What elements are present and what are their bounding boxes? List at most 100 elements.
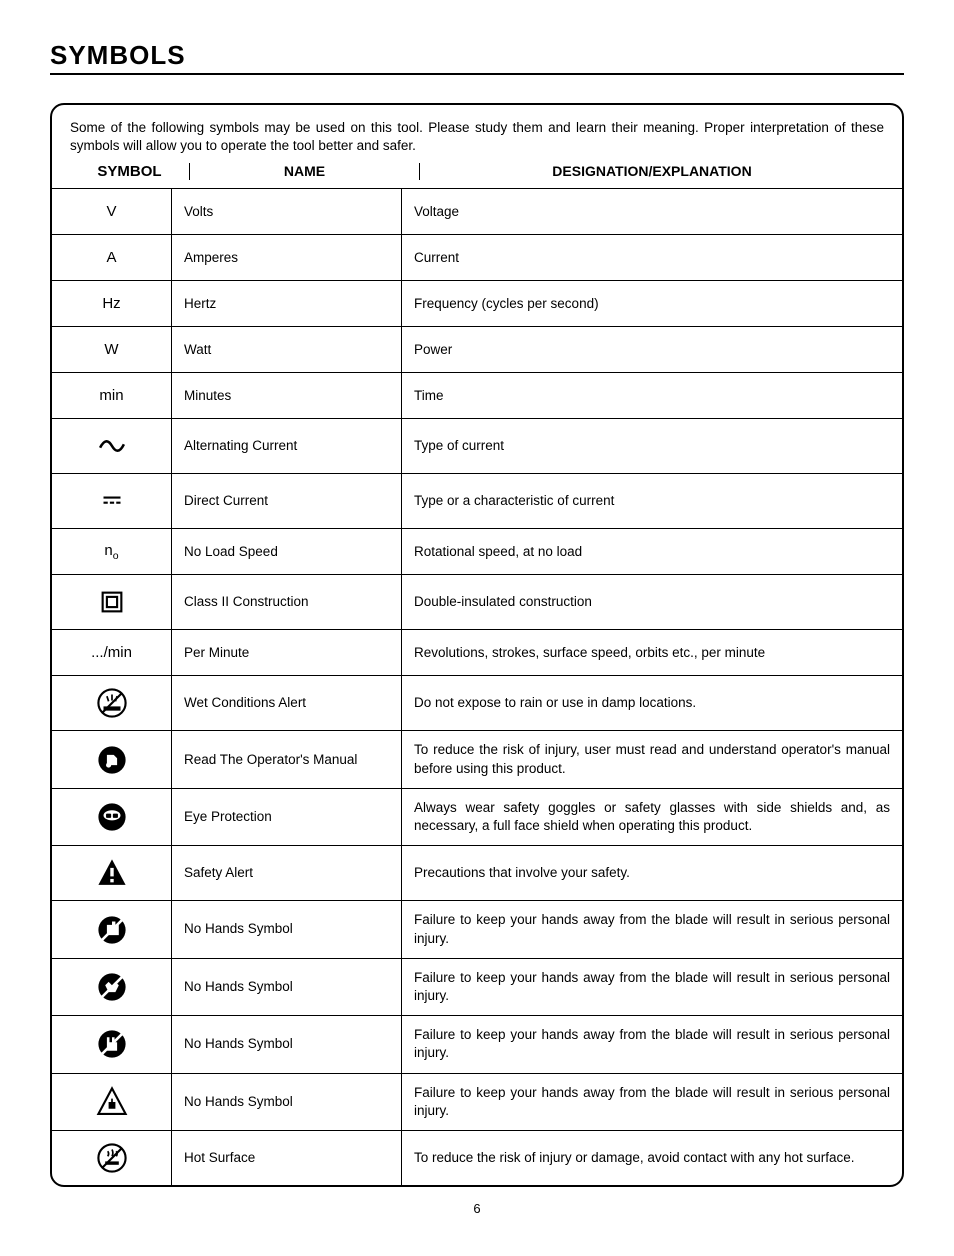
symbol-cell	[52, 419, 172, 473]
description-cell: Type or a characteristic of current	[402, 474, 902, 528]
symbol-cell	[52, 474, 172, 528]
page-number: 6	[50, 1201, 904, 1216]
description-cell: Type of current	[402, 419, 902, 473]
symbol-text: Hz	[102, 294, 120, 314]
table-row: W WattPower	[52, 326, 902, 372]
intro-text: Some of the following symbols may be use…	[52, 105, 902, 163]
name-cell: Minutes	[172, 373, 402, 418]
table-row: A AmperesCurrent	[52, 234, 902, 280]
symbol-cell	[52, 1016, 172, 1072]
name-cell: Watt	[172, 327, 402, 372]
name-cell: No Hands Symbol	[172, 959, 402, 1015]
name-cell: No Hands Symbol	[172, 1074, 402, 1130]
table-row: Read The Operator's ManualTo reduce the …	[52, 730, 902, 787]
symbol-cell	[52, 676, 172, 730]
table-row: Hot SurfaceTo reduce the risk of injury …	[52, 1130, 902, 1185]
description-cell: Do not expose to rain or use in damp loc…	[402, 676, 902, 730]
symbol-text: W	[104, 340, 118, 360]
table-row: Safety AlertPrecautions that involve you…	[52, 845, 902, 900]
name-cell: Read The Operator's Manual	[172, 731, 402, 787]
name-cell: Hot Surface	[172, 1131, 402, 1185]
description-cell: Rotational speed, at no load	[402, 529, 902, 574]
table-body: V VoltsVoltage A AmperesCurrent Hz HertzFrequ…	[52, 188, 902, 1185]
description-cell: Time	[402, 373, 902, 418]
description-cell: Double-insulated construction	[402, 575, 902, 629]
eye-icon	[95, 800, 129, 834]
name-cell: Amperes	[172, 235, 402, 280]
symbol-cell	[52, 846, 172, 900]
symbol-text: min	[99, 386, 123, 406]
description-cell: To reduce the risk of injury, user must …	[402, 731, 902, 787]
symbol-cell	[52, 789, 172, 845]
manual-icon	[95, 743, 129, 777]
description-cell: Always wear safety goggles or safety gla…	[402, 789, 902, 845]
class2-icon	[95, 585, 129, 619]
description-cell: Failure to keep your hands away from the…	[402, 1074, 902, 1130]
symbol-cell: .../min	[52, 630, 172, 675]
table-row: No Hands SymbolFailure to keep your hand…	[52, 1073, 902, 1130]
table-header-row: SYMBOL NAME DESIGNATION/EXPLANATION	[52, 163, 902, 188]
description-cell: Failure to keep your hands away from the…	[402, 1016, 902, 1072]
nohands2-icon	[95, 970, 129, 1004]
nohands3-icon	[95, 1027, 129, 1061]
symbol-text: V	[106, 202, 116, 222]
dc-icon	[95, 484, 129, 518]
symbol-cell	[52, 575, 172, 629]
symbol-cell: min	[52, 373, 172, 418]
name-cell: No Hands Symbol	[172, 901, 402, 957]
name-cell: Alternating Current	[172, 419, 402, 473]
symbol-cell: V	[52, 189, 172, 234]
symbol-cell: no	[52, 529, 172, 574]
symbol-cell	[52, 731, 172, 787]
description-cell: Precautions that involve your safety.	[402, 846, 902, 900]
symbol-cell	[52, 1131, 172, 1185]
symbol-cell: W	[52, 327, 172, 372]
table-row: Eye ProtectionAlways wear safety goggles…	[52, 788, 902, 845]
name-cell: Safety Alert	[172, 846, 402, 900]
symbol-cell	[52, 959, 172, 1015]
col-header-name: NAME	[190, 163, 420, 180]
ac-icon	[95, 429, 129, 463]
hot-icon	[95, 1141, 129, 1175]
nohands1-icon	[95, 913, 129, 947]
symbol-cell: A	[52, 235, 172, 280]
table-row: Class II ConstructionDouble-insulated co…	[52, 574, 902, 629]
table-row: noNo Load SpeedRotational speed, at no l…	[52, 528, 902, 574]
symbol-cell: Hz	[52, 281, 172, 326]
alert-icon	[95, 856, 129, 890]
description-cell: Failure to keep your hands away from the…	[402, 959, 902, 1015]
name-cell: Per Minute	[172, 630, 402, 675]
name-cell: No Hands Symbol	[172, 1016, 402, 1072]
table-row: No Hands SymbolFailure to keep your hand…	[52, 900, 902, 957]
table-row: Wet Conditions AlertDo not expose to rai…	[52, 675, 902, 730]
description-cell: Frequency (cycles per second)	[402, 281, 902, 326]
symbol-cell	[52, 901, 172, 957]
name-cell: Volts	[172, 189, 402, 234]
table-row: V VoltsVoltage	[52, 188, 902, 234]
symbol-text: no	[104, 541, 118, 563]
page-title: SYMBOLS	[50, 40, 904, 75]
description-cell: Power	[402, 327, 902, 372]
name-cell: Wet Conditions Alert	[172, 676, 402, 730]
description-cell: Voltage	[402, 189, 902, 234]
col-header-symbol: SYMBOL	[70, 163, 190, 180]
wet-icon	[95, 686, 129, 720]
table-row: min MinutesTime	[52, 372, 902, 418]
name-cell: Eye Protection	[172, 789, 402, 845]
table-row: No Hands SymbolFailure to keep your hand…	[52, 958, 902, 1015]
table-row: Hz HertzFrequency (cycles per second)	[52, 280, 902, 326]
description-cell: Current	[402, 235, 902, 280]
table-row: Direct CurrentType or a characteristic o…	[52, 473, 902, 528]
name-cell: Hertz	[172, 281, 402, 326]
symbol-cell	[52, 1074, 172, 1130]
description-cell: Failure to keep your hands away from the…	[402, 901, 902, 957]
table-row: No Hands SymbolFailure to keep your hand…	[52, 1015, 902, 1072]
table-row: Alternating CurrentType of current	[52, 418, 902, 473]
description-cell: To reduce the risk of injury or damage, …	[402, 1131, 902, 1185]
description-cell: Revolutions, strokes, surface speed, orb…	[402, 630, 902, 675]
name-cell: Class II Construction	[172, 575, 402, 629]
name-cell: Direct Current	[172, 474, 402, 528]
symbol-text: A	[106, 248, 116, 268]
symbols-table-container: Some of the following symbols may be use…	[50, 103, 904, 1187]
col-header-designation: DESIGNATION/EXPLANATION	[420, 163, 884, 180]
